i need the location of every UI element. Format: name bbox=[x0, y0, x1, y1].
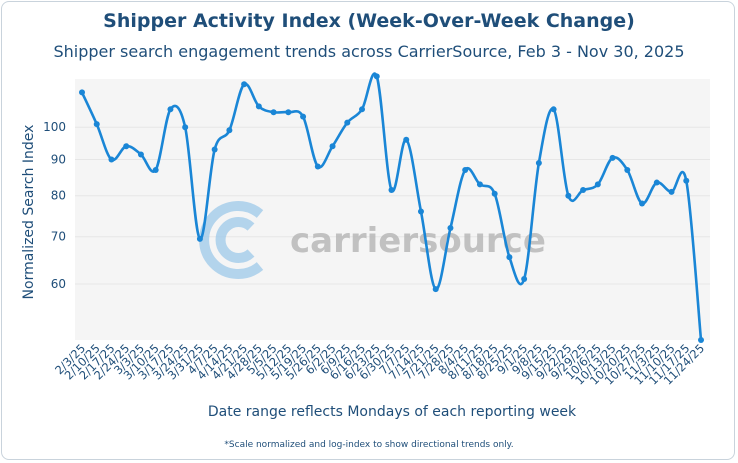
data-point bbox=[432, 286, 439, 293]
x-axis-ticks: 2/3/252/10/252/17/252/24/253/3/253/10/25… bbox=[52, 341, 707, 387]
data-point bbox=[388, 187, 395, 194]
data-point bbox=[580, 187, 587, 194]
data-point bbox=[255, 103, 262, 110]
data-point bbox=[241, 81, 248, 88]
y-gridlines bbox=[75, 126, 710, 285]
data-point bbox=[683, 177, 690, 184]
data-point bbox=[182, 124, 189, 131]
plot-background bbox=[75, 79, 710, 340]
data-point bbox=[506, 254, 513, 261]
data-point bbox=[565, 192, 572, 199]
data-point bbox=[476, 181, 483, 188]
data-point bbox=[344, 119, 351, 126]
data-point bbox=[152, 166, 159, 173]
data-point bbox=[359, 106, 366, 113]
data-point bbox=[300, 113, 307, 120]
y-tick-label: 90 bbox=[51, 153, 66, 167]
data-point bbox=[639, 200, 646, 207]
data-point bbox=[167, 106, 174, 113]
data-point bbox=[624, 166, 631, 173]
data-point bbox=[535, 159, 542, 166]
chart-subtitle: Shipper search engagement trends across … bbox=[53, 42, 685, 61]
chart-title: Shipper Activity Index (Week-Over-Week C… bbox=[103, 10, 635, 32]
data-point bbox=[609, 154, 616, 161]
y-axis-label: Normalized Search Index bbox=[21, 125, 37, 300]
data-point bbox=[447, 225, 454, 232]
data-point bbox=[653, 179, 660, 186]
data-point bbox=[403, 136, 410, 143]
data-point bbox=[108, 156, 115, 163]
data-point bbox=[373, 73, 380, 80]
data-point bbox=[270, 109, 277, 116]
y-axis-ticks: 60 70 80 90 100 bbox=[43, 120, 66, 291]
data-point bbox=[196, 235, 203, 242]
footnote: *Scale normalized and log-index to show … bbox=[224, 440, 514, 450]
y-tick-label: 100 bbox=[43, 120, 66, 134]
data-point bbox=[668, 188, 675, 195]
data-point bbox=[93, 121, 100, 128]
data-point bbox=[211, 146, 218, 153]
data-point bbox=[79, 89, 85, 96]
data-point bbox=[285, 109, 292, 116]
watermark: carriersource bbox=[199, 201, 546, 279]
data-point bbox=[226, 127, 233, 134]
data-point bbox=[329, 143, 336, 150]
data-point bbox=[698, 337, 704, 343]
data-point bbox=[137, 151, 144, 158]
data-point bbox=[314, 163, 321, 170]
series-points bbox=[79, 73, 704, 343]
data-point bbox=[462, 166, 469, 173]
data-point bbox=[550, 106, 557, 113]
y-tick-label: 70 bbox=[51, 230, 66, 244]
carriersource-logo-icon bbox=[199, 201, 264, 279]
data-point bbox=[594, 181, 601, 188]
data-point bbox=[123, 143, 130, 150]
x-axis-label: Date range reflects Mondays of each repo… bbox=[208, 404, 577, 420]
data-point bbox=[521, 275, 528, 282]
data-point bbox=[417, 208, 424, 215]
y-tick-label: 80 bbox=[51, 189, 66, 203]
y-tick-label: 60 bbox=[51, 277, 66, 291]
data-point bbox=[491, 190, 498, 197]
